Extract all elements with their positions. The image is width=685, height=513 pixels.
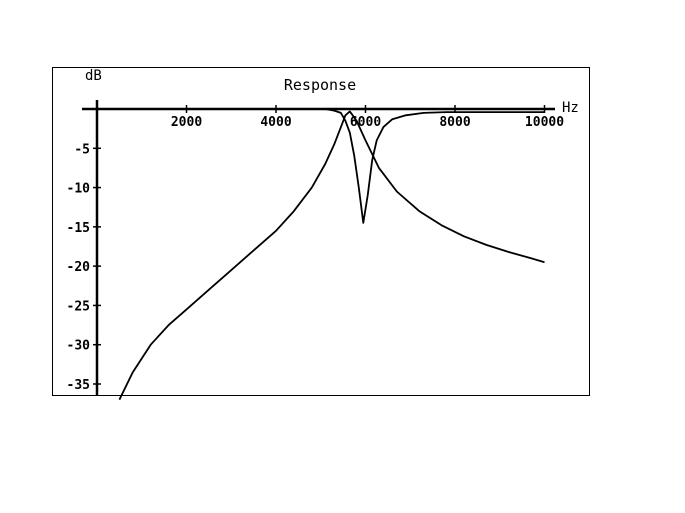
y-axis-label: dB	[85, 68, 102, 84]
y-tick-label: -35	[67, 378, 90, 393]
y-tick-label: -30	[67, 339, 91, 354]
y-tick-label: -25	[67, 299, 90, 314]
x-tick-label: 6000	[350, 115, 381, 130]
x-axis-label: Hz	[562, 100, 579, 116]
plot-frame	[52, 67, 590, 396]
y-tick-label: -20	[67, 260, 91, 275]
x-tick-label: 2000	[171, 115, 202, 130]
y-tick-label: -10	[67, 182, 91, 197]
series-line-1	[118, 110, 545, 401]
x-tick-label: 8000	[439, 115, 470, 130]
axis-ticks: 2000 4000 6000 8000 10000 -5 -10 -15 -20 -25 -30 -3…	[67, 105, 564, 393]
chart-title: Response	[284, 76, 356, 94]
series-lines	[110, 108, 545, 401]
series-line-2	[110, 108, 545, 224]
x-tick-label: 10000	[525, 115, 564, 130]
x-tick-label: 4000	[260, 115, 291, 130]
y-tick-label: -15	[67, 221, 90, 236]
y-tick-label: -5	[74, 142, 90, 157]
